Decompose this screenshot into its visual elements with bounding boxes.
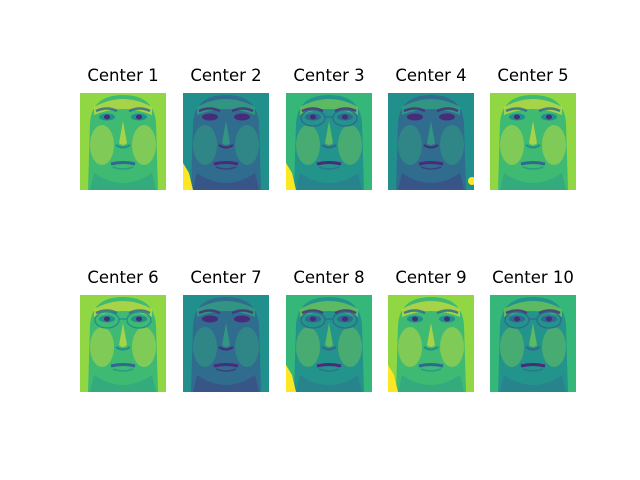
face-image — [388, 295, 474, 392]
face-image — [183, 93, 269, 190]
panel-title: Center 3 — [293, 66, 365, 85]
face-image — [490, 295, 576, 392]
panel-title: Center 8 — [293, 268, 365, 287]
panel-title: Center 7 — [190, 268, 262, 287]
face-image — [490, 93, 576, 190]
panel-title: Center 4 — [395, 66, 467, 85]
panel-title: Center 2 — [190, 66, 262, 85]
panel-title: Center 10 — [492, 268, 574, 287]
face-image — [183, 295, 269, 392]
face-image — [286, 93, 372, 190]
face-image — [388, 93, 474, 190]
panel-title: Center 9 — [395, 268, 467, 287]
panel-title: Center 6 — [87, 268, 159, 287]
panel-title: Center 5 — [497, 66, 569, 85]
face-image — [286, 295, 372, 392]
face-image — [80, 295, 166, 392]
face-image — [80, 93, 166, 190]
panel-title: Center 1 — [87, 66, 159, 85]
